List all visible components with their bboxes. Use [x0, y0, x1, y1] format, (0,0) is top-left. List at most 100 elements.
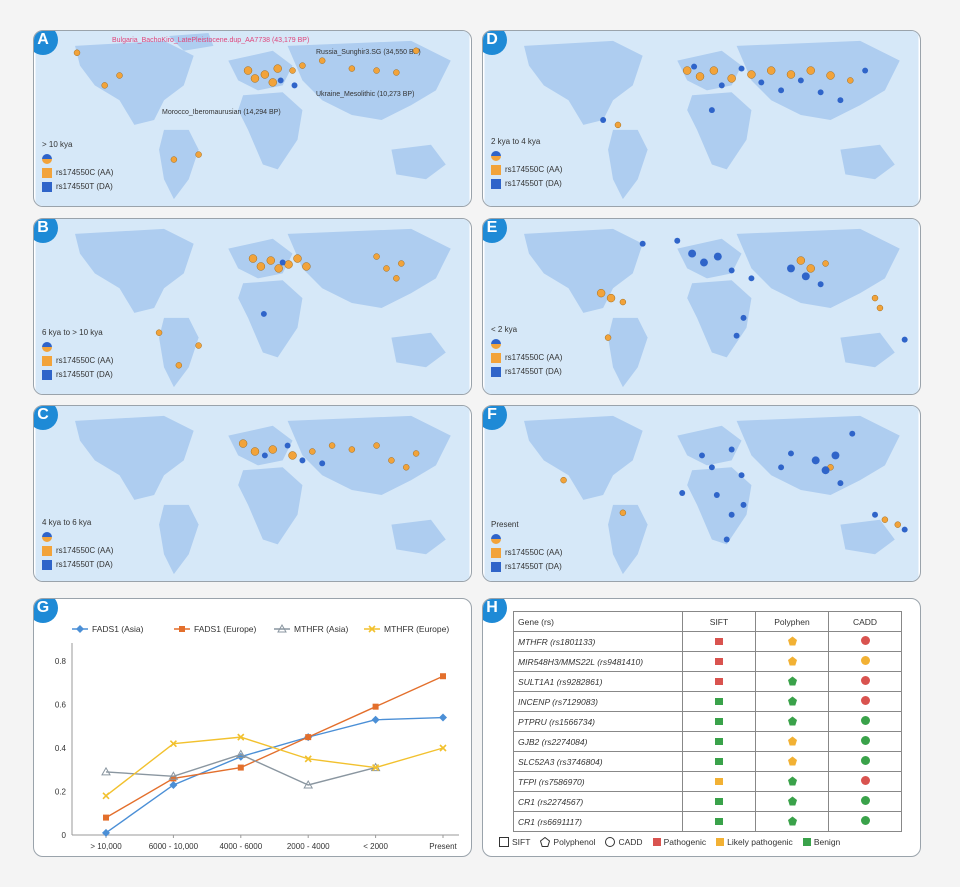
- polyphen-marker: [755, 691, 829, 712]
- legend-pathogenic: Pathogenic: [663, 837, 707, 847]
- panel-d: D 2 kya to 4 kya rs174550C (AA) rs174550…: [482, 30, 921, 207]
- panel-e: E < 2 kya rs174550C (AA) rs174550T (DA): [482, 218, 921, 395]
- panel-a: A Bulgaria_BachoKiro_LatePleistocene.dup…: [33, 30, 472, 207]
- aa-swatch: [42, 356, 52, 366]
- line-chart: 0 0.2 0.4 0.6 0.8 > 10,000 6000 - 10,000 4000 -…: [55, 623, 459, 851]
- world-map: [35, 31, 470, 206]
- legend-sift: SIFT: [512, 837, 531, 847]
- legend-marker: [179, 626, 185, 632]
- aa-label: rs174550C (AA): [56, 356, 114, 365]
- cadd-marker: [828, 671, 902, 692]
- cadd-marker: [828, 791, 902, 812]
- x-tick-label: 2000 - 4000: [287, 842, 330, 851]
- header-sift: SIFT: [682, 611, 756, 632]
- legend: 2 kya to 4 kya rs174550C (AA) rs174550T …: [491, 135, 562, 191]
- cadd-marker: [828, 691, 902, 712]
- period-label: 4 kya to 6 kya: [42, 518, 92, 527]
- table-row: INCENP (rs7129083): [513, 691, 902, 712]
- data-point: [304, 755, 312, 763]
- sift-marker: [682, 651, 756, 672]
- header-gene: Gene (rs): [513, 611, 683, 632]
- period-label: Present: [491, 520, 519, 529]
- gene-name: CR1 (rs6691117): [513, 811, 683, 832]
- period-label: > 10 kya: [42, 140, 73, 149]
- table-row: SULT1A1 (rs9282861): [513, 671, 902, 692]
- data-point: [371, 715, 380, 724]
- cadd-marker: [828, 651, 902, 672]
- legend-likely: Likely pathogenic: [727, 837, 793, 847]
- x-tick-label: 6000 - 10,000: [149, 842, 199, 851]
- polyphen-marker: [755, 631, 829, 652]
- da-swatch: [491, 179, 501, 189]
- table-row: SLC52A3 (rs3746804): [513, 751, 902, 772]
- da-swatch: [42, 182, 52, 192]
- square-outline-icon: [499, 837, 509, 847]
- panel-g: G 0 0.2 0.4 0.6 0.8 > 10,000 6000 - 10,000 4000…: [33, 598, 472, 857]
- world-map: [484, 406, 919, 581]
- polyphen-marker: [755, 731, 829, 752]
- panel-badge: H: [483, 599, 507, 623]
- y-tick-label: 0: [62, 831, 67, 840]
- table-row: PTPRU (rs1566734): [513, 711, 902, 732]
- legend-marker: [277, 623, 287, 633]
- panel-b: B 6 kya to > 10 kya rs174550C (AA) rs174…: [33, 218, 472, 395]
- cadd-marker: [828, 711, 902, 732]
- data-point: [372, 703, 379, 710]
- polyphen-marker: [755, 771, 829, 792]
- cadd-marker: [828, 631, 902, 652]
- data-point: [235, 749, 246, 759]
- aa-label: rs174550C (AA): [56, 168, 114, 177]
- sift-marker: [682, 811, 756, 832]
- aa-label: rs174550C (AA): [505, 165, 563, 174]
- data-point: [101, 766, 111, 776]
- data-point: [170, 775, 177, 782]
- y-tick-label: 0.4: [55, 744, 67, 753]
- pie-icon: [42, 342, 52, 352]
- da-swatch: [42, 560, 52, 570]
- series-line: [105, 716, 444, 834]
- aa-swatch: [42, 546, 52, 556]
- data-point: [439, 713, 447, 722]
- x-tick-label: < 2000: [363, 842, 388, 851]
- legend-label: MTHFR (Asia): [294, 624, 348, 634]
- legend: > 10 kya rs174550C (AA) rs174550T (DA): [42, 138, 113, 194]
- circle-outline-icon: [605, 837, 616, 847]
- panel-h: H Gene (rs) SIFT Polyphen CADD MTHFR (rs…: [482, 598, 921, 857]
- table-row: CR1 (rs2274567): [513, 791, 902, 812]
- data-point: [168, 771, 179, 780]
- gene-name: SLC52A3 (rs3746804): [513, 751, 683, 772]
- panel-f: F Present rs174550C (AA) rs174550T (DA): [482, 405, 921, 582]
- data-point: [305, 734, 312, 741]
- pie-icon: [42, 532, 52, 542]
- da-swatch: [491, 367, 501, 377]
- annotation: Morocco_Iberomaurusian (14,294 BP): [162, 109, 281, 116]
- polyphen-marker: [755, 711, 829, 732]
- gene-name: SULT1A1 (rs9282861): [513, 671, 683, 692]
- table-legend: SIFT Polyphenol CADD Pathogenic Likely p…: [499, 837, 840, 847]
- aa-label: rs174550C (AA): [505, 548, 563, 557]
- polyphen-marker: [755, 811, 829, 832]
- data-point: [169, 780, 178, 789]
- legend-benign: Benign: [813, 837, 841, 847]
- data-point: [303, 779, 314, 789]
- annotation: Ukraine_Mesolithic (10,273 BP): [316, 91, 415, 98]
- da-label: rs174550T (DA): [505, 562, 562, 571]
- aa-swatch: [491, 548, 501, 558]
- y-tick-label: 0.6: [55, 701, 67, 710]
- da-label: rs174550T (DA): [505, 179, 562, 188]
- aa-label: rs174550C (AA): [505, 353, 563, 362]
- legend-label: FADS1 (Asia): [92, 624, 144, 634]
- gene-table: Gene (rs) SIFT Polyphen CADD MTHFR (rs18…: [513, 611, 902, 832]
- table-row: TFPI (rs7586970): [513, 771, 902, 792]
- cadd-marker: [828, 751, 902, 772]
- da-label: rs174550T (DA): [56, 560, 113, 569]
- table-row: CR1 (rs6691117): [513, 811, 902, 832]
- sift-marker: [682, 791, 756, 812]
- pie-icon: [491, 151, 501, 161]
- pie-icon: [491, 534, 501, 544]
- polyphen-marker: [755, 671, 829, 692]
- data-point: [169, 740, 177, 748]
- cadd-marker: [828, 771, 902, 792]
- series-line: [105, 736, 444, 797]
- pentagon-outline-icon: [540, 837, 551, 847]
